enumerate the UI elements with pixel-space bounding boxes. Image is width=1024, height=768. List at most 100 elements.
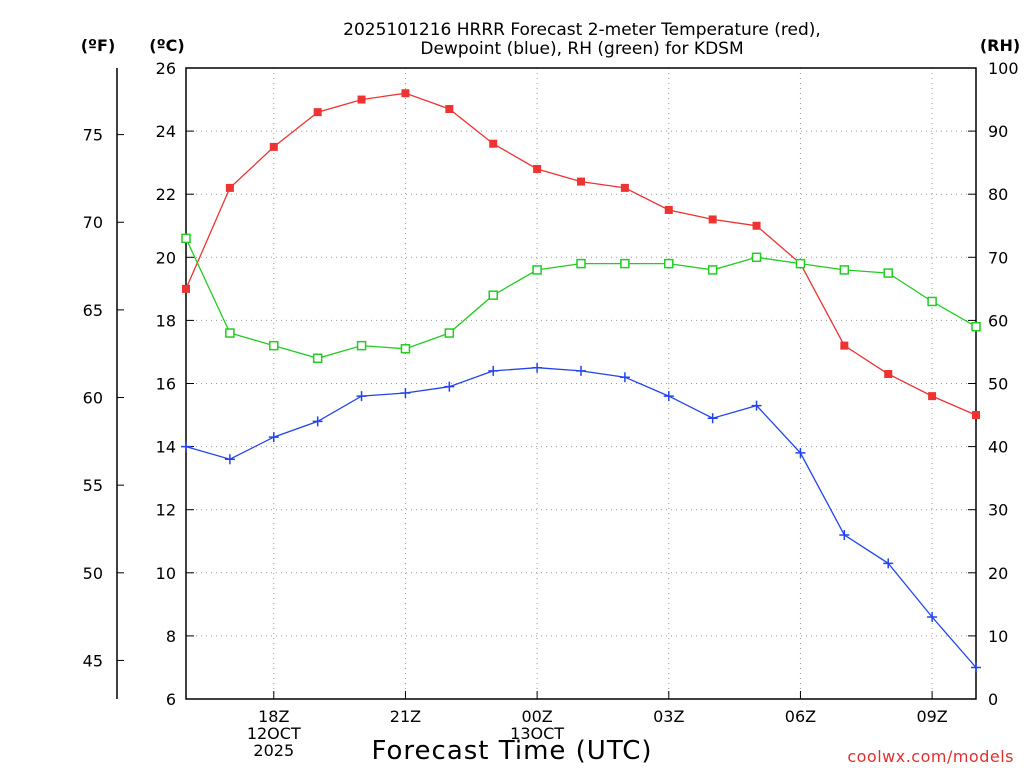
rh-tick-label: 10: [988, 627, 1008, 646]
fahrenheit-tick-label: 70: [83, 213, 103, 232]
celsius-tick-label: 16: [156, 375, 176, 394]
chart-title-line-1: 2025101216 HRRR Forecast 2-meter Tempera…: [343, 20, 821, 40]
rh-point: [620, 258, 630, 269]
2-meter-temperature-point: [752, 221, 761, 230]
rh-point: [664, 258, 674, 269]
rh-point: [269, 340, 279, 351]
axis-ticks: 26 24 22 20 18 16 14 12 10 8 6 75 70 65 60 55 50 45 100 90 8…: [83, 59, 1019, 760]
2-meter-temperature-point: [313, 108, 322, 117]
rh-tick-label: 100: [988, 59, 1019, 78]
dewpoint-series-line: [185, 367, 977, 668]
credit-text: coolwx.com/models: [847, 747, 1014, 766]
rh-tick-label: 90: [988, 122, 1008, 141]
rh-point: [927, 296, 937, 307]
celsius-tick-label: 20: [156, 248, 176, 267]
dewpoint-point: [839, 529, 850, 540]
rh-point: [707, 265, 718, 275]
x-tick-label: 03Z: [653, 707, 684, 726]
rh-point: [312, 353, 323, 364]
celsius-tick-label: 12: [156, 501, 176, 520]
dewpoint-point: [927, 611, 938, 622]
2-meter-temperature-point: [884, 370, 893, 379]
rh-unit-label: (RH): [980, 36, 1020, 55]
celsius-tick-label: 24: [156, 122, 176, 141]
2-meter-temperature-point: [269, 142, 278, 151]
celsius-tick-label: 6: [166, 690, 176, 709]
celsius-tick-label: 18: [156, 311, 176, 330]
dewpoint-point: [312, 416, 323, 427]
rh-tick-label: 70: [988, 248, 1008, 267]
dewpoint-point: [444, 381, 455, 392]
2-meter-temperature-point: [489, 139, 498, 148]
2-meter-temperature-point: [840, 341, 849, 350]
rh-point: [400, 344, 411, 354]
dewpoint-point: [268, 432, 279, 443]
dewpoint-point: [400, 387, 411, 398]
dewpoint-point: [356, 391, 367, 402]
rh-tick-label: 0: [988, 690, 998, 709]
rh-point: [181, 233, 191, 244]
dewpoint-point: [663, 391, 674, 402]
rh-tick-label: 40: [988, 438, 1008, 457]
rh-point: [576, 258, 586, 269]
data-series: [181, 89, 981, 673]
2-meter-temperature-point: [664, 205, 673, 214]
celsius-unit-label: (ºC): [149, 36, 184, 55]
rh-tick-label: 30: [988, 501, 1008, 520]
x-tick-label: 21Z: [390, 707, 421, 726]
celsius-tick-label: 8: [166, 627, 176, 646]
rh-point: [444, 328, 455, 338]
fahrenheit-tick-label: 45: [83, 651, 103, 670]
chart-title-line-2: Dewpoint (blue), RH (green) for KDSM: [420, 39, 743, 59]
dewpoint-point: [883, 558, 894, 569]
2-meter-temperature-point: [577, 177, 585, 186]
x-tick-label: 2025: [253, 741, 294, 760]
2-meter-temperature-point: [533, 164, 542, 173]
x-tick-label: 09Z: [916, 707, 947, 726]
2-meter-temperature-point: [401, 89, 410, 98]
dewpoint-point: [488, 365, 499, 376]
rh-tick-label: 20: [988, 564, 1008, 583]
dewpoint-point: [795, 447, 806, 458]
dewpoint-point: [181, 441, 191, 452]
grid-lines: [186, 68, 976, 699]
rh-point: [883, 268, 893, 278]
dewpoint-point: [532, 362, 543, 373]
2-meter-temperature-point: [928, 392, 937, 401]
celsius-tick-label: 22: [156, 185, 176, 204]
rh-tick-label: 80: [988, 185, 1008, 204]
dewpoint-point: [576, 365, 586, 376]
rh-tick-label: 60: [988, 311, 1008, 330]
fahrenheit-tick-label: 75: [83, 126, 103, 145]
fahrenheit-tick-label: 55: [83, 476, 103, 495]
dewpoint-point: [619, 372, 630, 383]
rh-point: [225, 328, 235, 338]
2-meter-temperature-point: [708, 215, 717, 224]
rh-point: [751, 252, 762, 263]
2-meter-temperature-point: [225, 183, 234, 192]
2-meter-temperature-point: [357, 95, 366, 104]
rh-point: [971, 321, 981, 332]
rh-point: [488, 290, 498, 300]
rh-point: [839, 265, 850, 275]
x-axis-label: Forecast Time (UTC): [371, 736, 652, 766]
fahrenheit-tick-label: 50: [83, 564, 103, 583]
dewpoint-point: [224, 454, 235, 465]
x-tick-label: 00Z: [521, 707, 552, 726]
fahrenheit-unit-label: (ºF): [81, 36, 116, 55]
celsius-tick-label: 26: [156, 59, 176, 78]
x-tick-label: 12OCT: [247, 724, 301, 743]
rh-point: [356, 340, 367, 351]
rh-point: [795, 258, 806, 269]
fahrenheit-tick-label: 60: [83, 389, 103, 408]
rh-tick-label: 50: [988, 375, 1008, 394]
rh-point: [532, 265, 542, 275]
x-tick-label: 18Z: [258, 707, 289, 726]
dewpoint-point: [707, 413, 718, 424]
2-meter-temperature-point: [620, 183, 629, 192]
x-tick-label: 06Z: [785, 707, 816, 726]
x-tick-label: 13OCT: [510, 724, 564, 743]
celsius-tick-label: 14: [156, 438, 176, 457]
fahrenheit-tick-label: 65: [83, 301, 103, 320]
